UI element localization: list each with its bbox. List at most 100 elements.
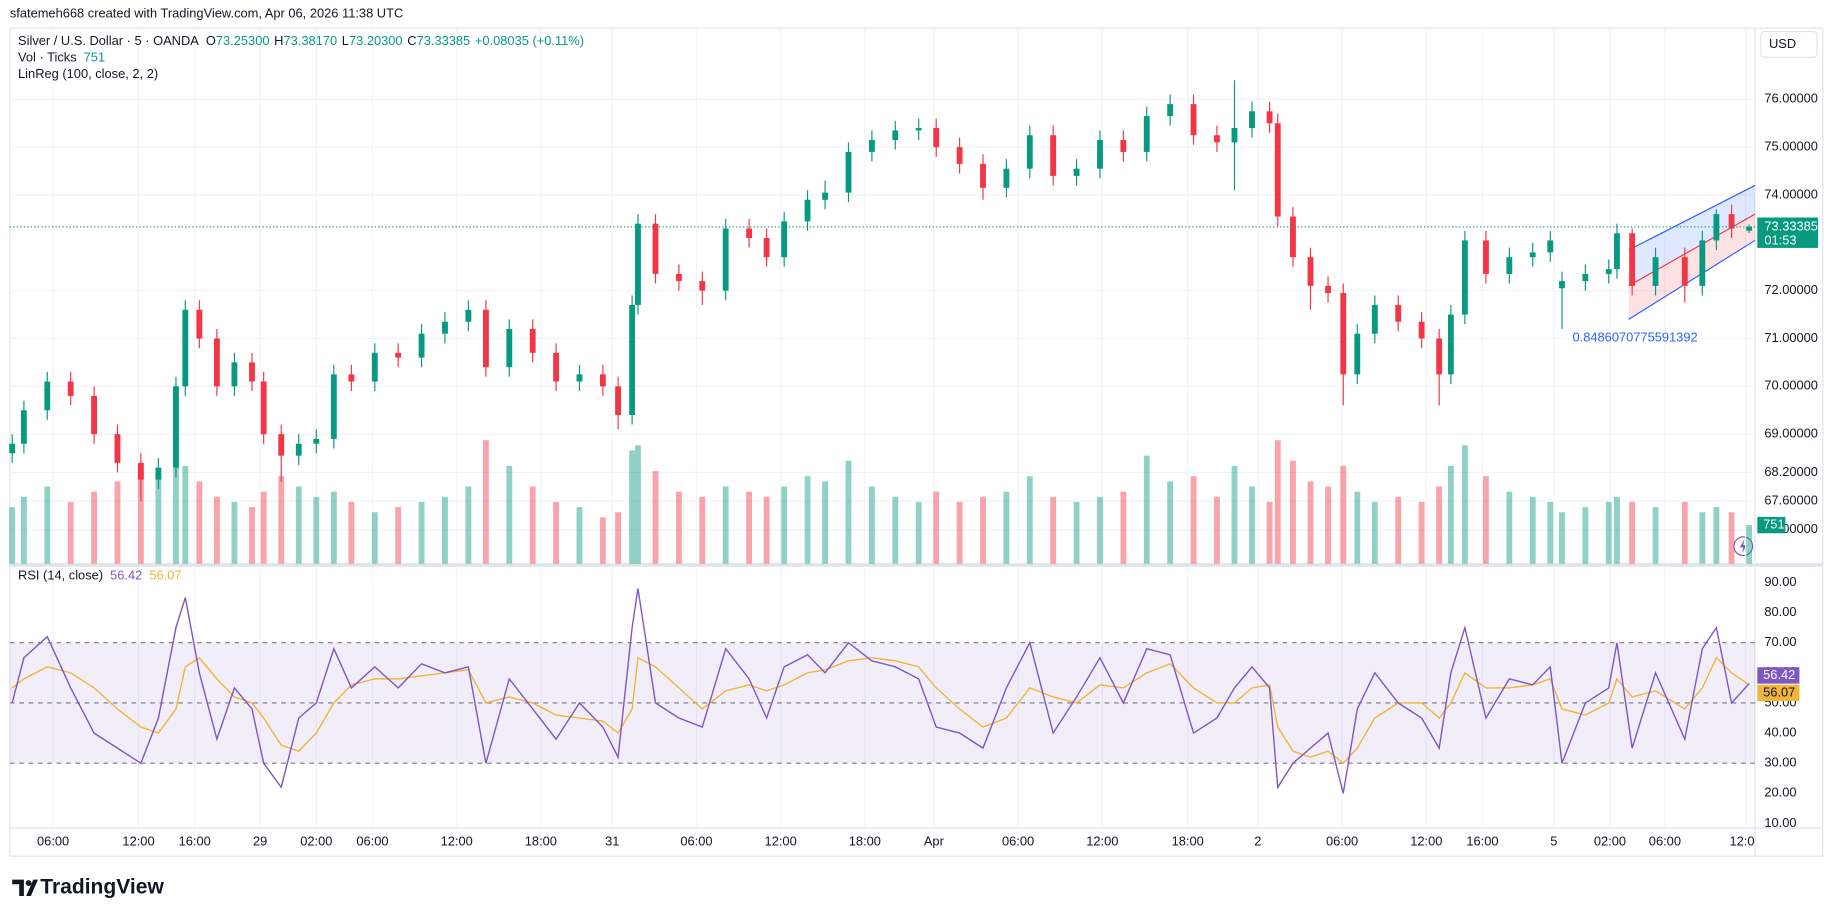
x-tick-label: 02:00 bbox=[1594, 834, 1626, 849]
candle-body bbox=[196, 309, 203, 339]
volume-bar bbox=[781, 486, 788, 564]
ohlc-value: 73.20300 bbox=[349, 33, 403, 48]
candle-body bbox=[1073, 168, 1080, 176]
volume-bar bbox=[1483, 476, 1489, 564]
currency[interactable]: USD bbox=[1769, 36, 1796, 51]
candle-body bbox=[1447, 314, 1454, 375]
y-tick-label: 71.00000 bbox=[1764, 330, 1818, 345]
volume-bar bbox=[933, 491, 940, 564]
y-tick-label: 72.00000 bbox=[1764, 282, 1818, 297]
candle-body bbox=[1249, 111, 1255, 129]
candle-body bbox=[892, 130, 899, 140]
volume-bar bbox=[1728, 512, 1735, 564]
candle-body bbox=[260, 381, 267, 435]
candle-body bbox=[418, 333, 425, 358]
linreg-lower bbox=[1628, 239, 1756, 320]
candle-body bbox=[465, 309, 472, 322]
brand: TradingView bbox=[40, 875, 164, 898]
candle-body bbox=[44, 381, 51, 411]
volume-bar bbox=[1395, 496, 1402, 564]
y-tick-label: 76.00000 bbox=[1764, 91, 1818, 106]
volume-bar bbox=[1266, 501, 1273, 564]
candle-body bbox=[1395, 305, 1402, 322]
ohlc-value: 73.25300 bbox=[216, 33, 270, 48]
y-tick-label: 20.00 bbox=[1764, 785, 1796, 800]
currency-button[interactable] bbox=[1760, 30, 1818, 58]
volume-bar bbox=[44, 486, 51, 564]
x-tick-label: 12:00 bbox=[1730, 834, 1762, 849]
candle-body bbox=[1483, 240, 1489, 274]
candle-body bbox=[1614, 233, 1620, 270]
volume-last-label: 751 bbox=[1763, 516, 1784, 531]
volume-bar bbox=[1290, 460, 1296, 564]
y-tick-label: 74.00000 bbox=[1764, 186, 1818, 201]
candle-body bbox=[763, 238, 770, 258]
candle-body bbox=[371, 352, 378, 382]
candle-body bbox=[933, 128, 940, 148]
x-tick-label: 06:00 bbox=[37, 834, 69, 849]
x-tick-label: 06:00 bbox=[1002, 834, 1034, 849]
candle-body bbox=[1026, 135, 1033, 169]
x-tick-label: 12:00 bbox=[1086, 834, 1118, 849]
candle-body bbox=[313, 438, 320, 444]
rsi-value-box bbox=[1757, 684, 1800, 702]
rsi-value-box bbox=[1757, 667, 1800, 684]
volume-bar bbox=[231, 501, 238, 564]
volume-bar bbox=[1274, 440, 1281, 564]
candle-body bbox=[173, 386, 179, 468]
candle-body bbox=[9, 443, 16, 454]
candle-body bbox=[348, 374, 355, 382]
candle-body bbox=[675, 273, 682, 282]
volume-bar bbox=[629, 450, 636, 564]
volume-value: 751 bbox=[84, 50, 105, 65]
candle-body bbox=[868, 139, 875, 152]
candle-body bbox=[182, 309, 189, 387]
volume-bar bbox=[395, 507, 402, 564]
rsi-value-label: 56.42 bbox=[1763, 667, 1795, 682]
candle-body bbox=[722, 228, 729, 291]
volume-bar bbox=[915, 501, 922, 564]
candle-body bbox=[1325, 285, 1331, 294]
volume-bar bbox=[1418, 501, 1425, 564]
volume-bar bbox=[20, 496, 27, 564]
linreg-lower-fill bbox=[1628, 214, 1755, 320]
candle-body bbox=[395, 352, 402, 358]
y-tick-label: 68.20000 bbox=[1764, 464, 1818, 479]
volume-bar bbox=[155, 476, 162, 564]
volume-bar bbox=[1461, 445, 1468, 564]
x-tick-label: 16:00 bbox=[179, 834, 211, 849]
volume-legend: Vol · Ticks 751 bbox=[18, 50, 105, 65]
volume-bar bbox=[1713, 507, 1720, 564]
candle-body bbox=[699, 281, 706, 291]
rsi-legend-value: 56.42 bbox=[110, 568, 142, 583]
candle-body bbox=[553, 352, 560, 382]
candle-body bbox=[1097, 139, 1103, 169]
x-tick-label: 12:00 bbox=[1410, 834, 1442, 849]
candle-body bbox=[980, 163, 986, 188]
x-tick-label: 06:00 bbox=[680, 834, 712, 849]
candle-body bbox=[482, 309, 489, 368]
x-tick-label: 06:00 bbox=[356, 834, 388, 849]
candle-body bbox=[1003, 168, 1010, 188]
rsi-legend: RSI (14, close) 56.42 56.07 bbox=[18, 568, 181, 583]
candle-body bbox=[1506, 257, 1513, 274]
candle-body bbox=[576, 374, 583, 382]
ohlc-value: 73.33385 bbox=[417, 33, 471, 48]
volume-bar bbox=[615, 512, 621, 564]
volume-bar bbox=[196, 481, 203, 564]
candle-body bbox=[956, 147, 963, 164]
volume-bar bbox=[371, 512, 378, 564]
candle-body bbox=[295, 443, 302, 456]
candle-body bbox=[1699, 240, 1706, 286]
candle-body bbox=[1120, 139, 1127, 152]
candle-body bbox=[1547, 240, 1554, 253]
volume-bar bbox=[213, 496, 220, 564]
y-tick-label: 80.00 bbox=[1764, 604, 1796, 619]
rsi-line bbox=[11, 656, 1750, 765]
volume-bar bbox=[313, 496, 320, 564]
candle-body bbox=[1143, 116, 1150, 152]
y-tick-label: 69.00000 bbox=[1764, 426, 1818, 441]
volume-bar bbox=[1120, 491, 1127, 564]
volume-bar bbox=[1436, 486, 1443, 564]
change: +0.08035 (+0.11%) bbox=[475, 33, 584, 48]
